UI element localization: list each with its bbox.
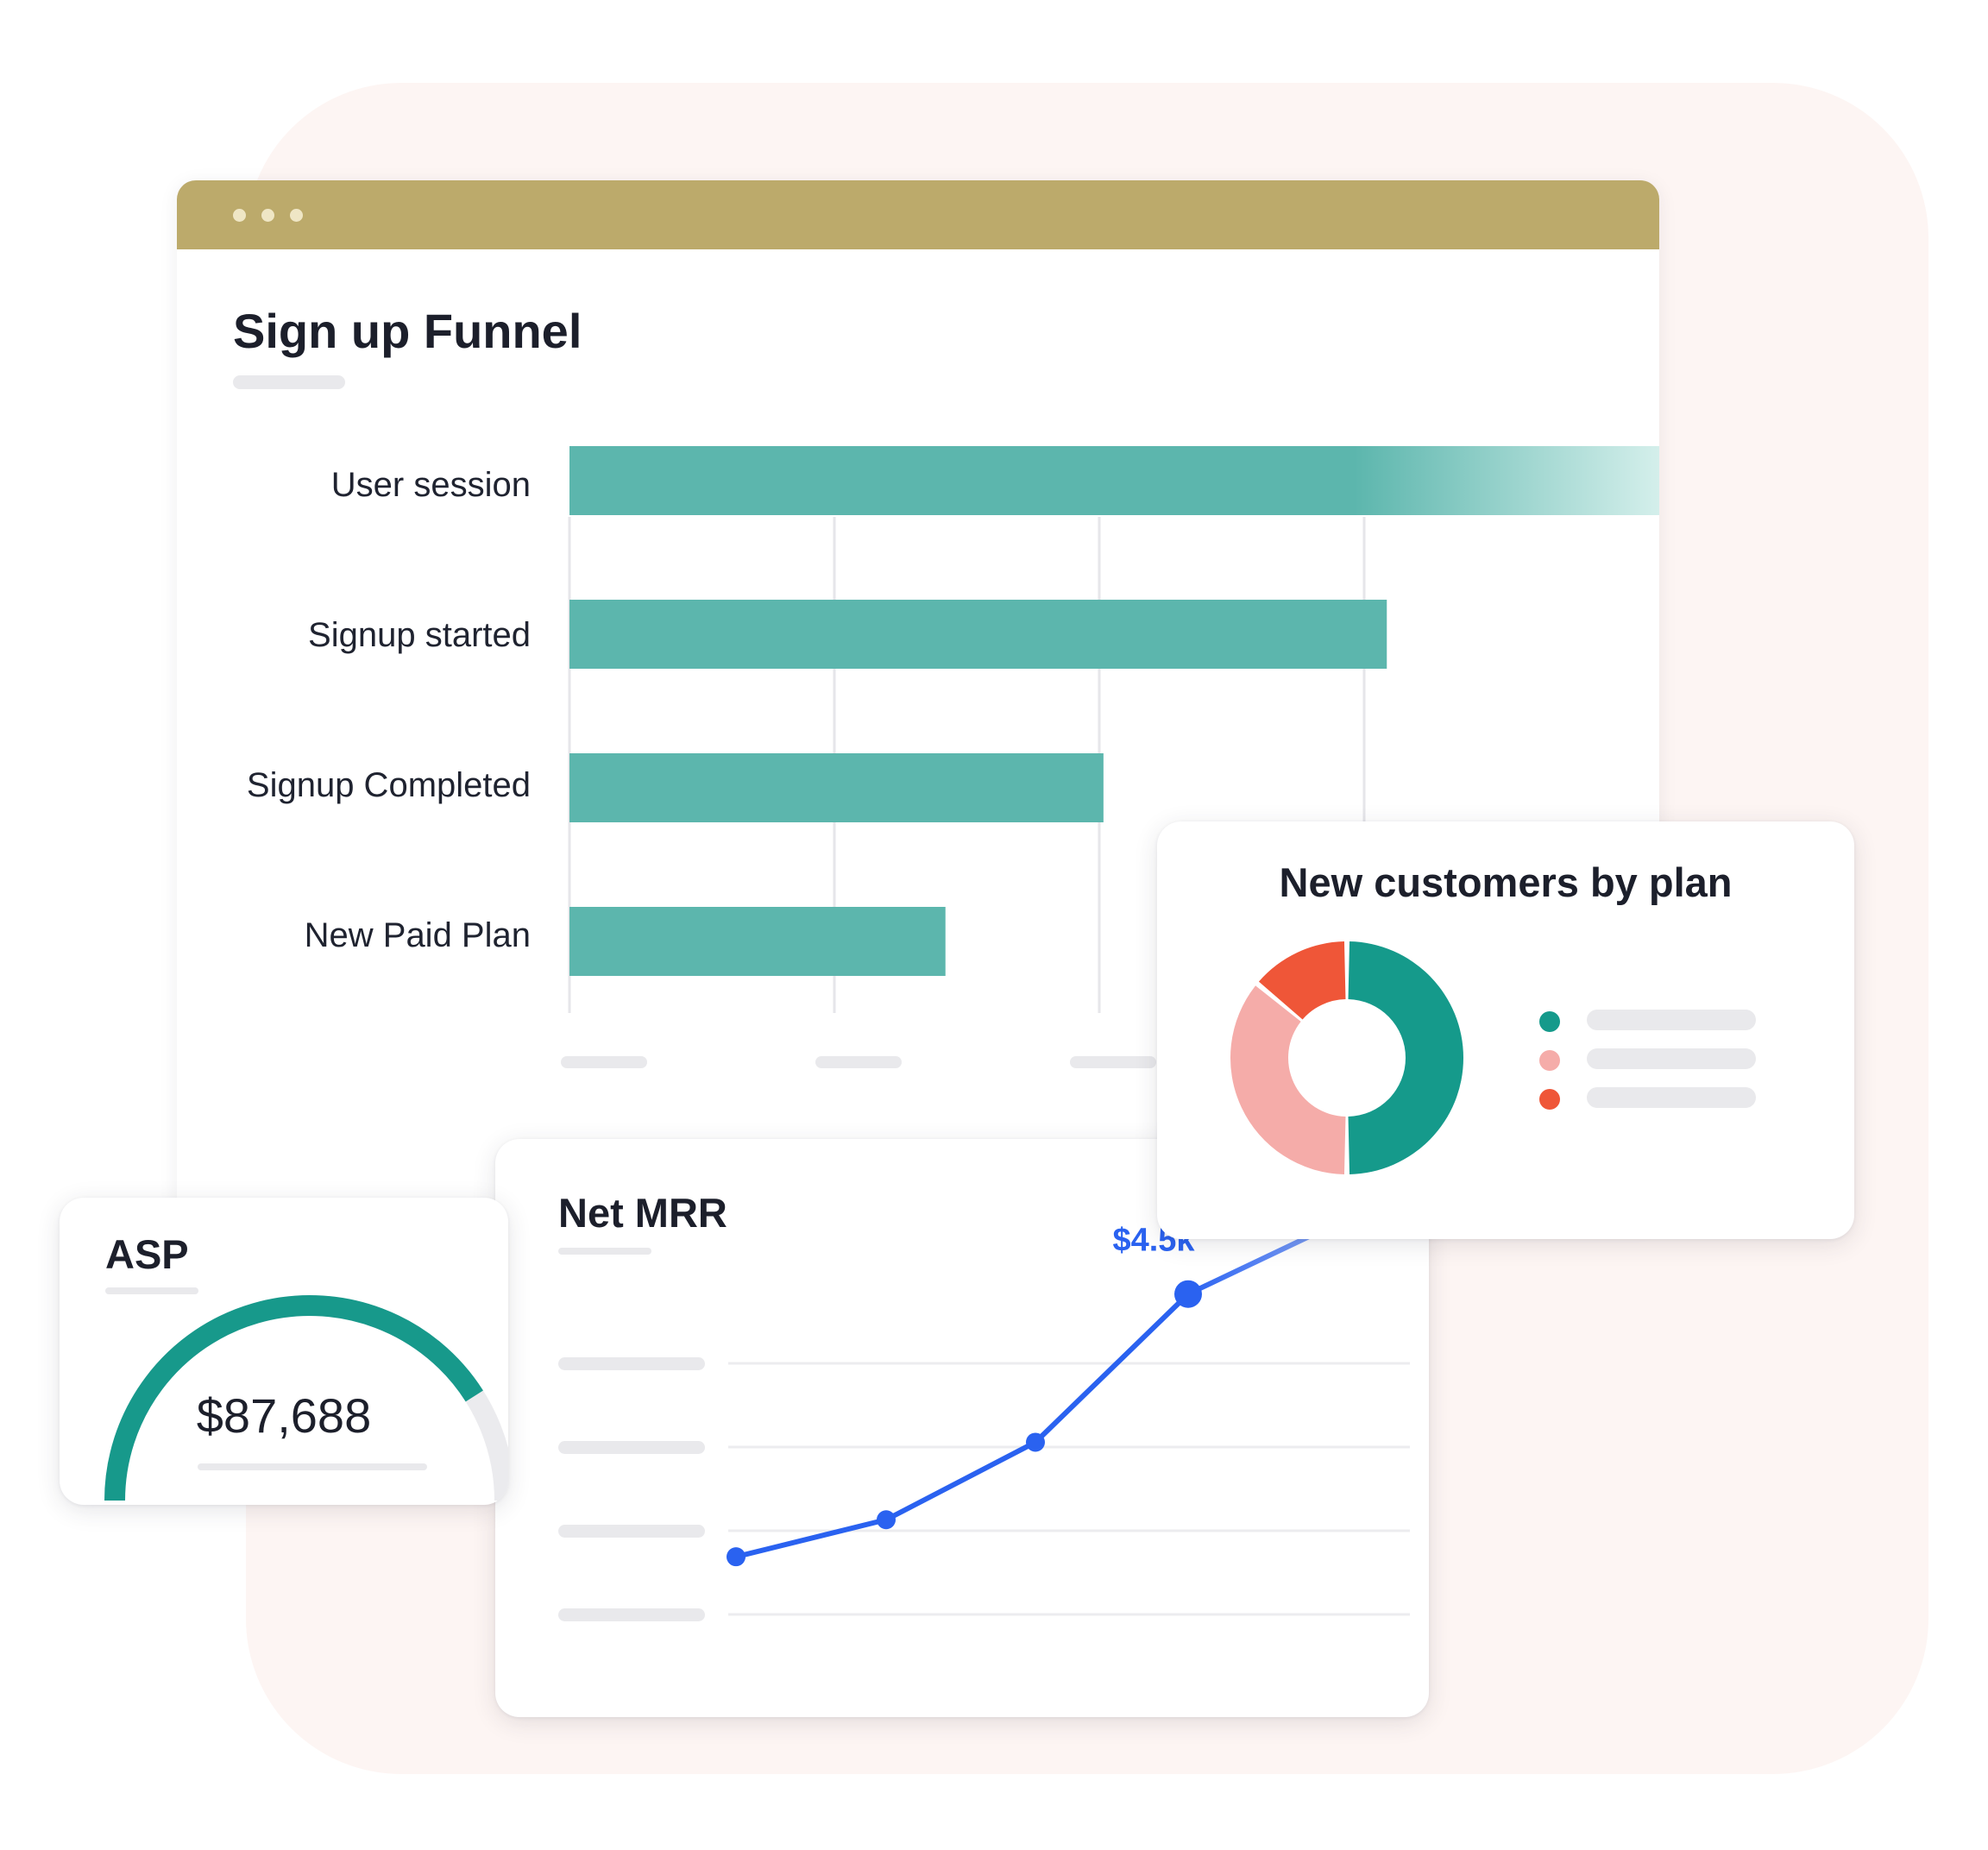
legend-dot-icon: [1539, 1089, 1560, 1110]
x-tick-placeholder: [1070, 1056, 1156, 1068]
asp-card[interactable]: ASP $87,688: [60, 1198, 508, 1505]
mrr-series-line: [735, 1292, 1191, 1560]
window-dot-icon[interactable]: [233, 209, 246, 222]
funnel-labels: User session Signup started Signup Compl…: [177, 180, 531, 1224]
funnel-bar[interactable]: [569, 753, 1104, 822]
mrr-data-point[interactable]: [1174, 1280, 1202, 1308]
y-axis-placeholder: [558, 1608, 705, 1621]
funnel-category-label: New Paid Plan: [304, 916, 531, 954]
y-axis-placeholder: [558, 1525, 705, 1538]
funnel-chart: [561, 446, 1659, 1068]
y-axis-placeholder: [558, 1357, 705, 1370]
legend-label-placeholder: [1587, 1010, 1756, 1030]
value-underline: [198, 1463, 427, 1470]
legend-label-placeholder: [1587, 1087, 1756, 1108]
window-dot-icon[interactable]: [261, 209, 274, 222]
funnel-title: Sign up Funnel: [233, 304, 582, 358]
mrr-data-point[interactable]: [727, 1547, 746, 1567]
donut-slice[interactable]: [1258, 941, 1346, 1020]
legend-dot-icon: [1539, 1050, 1560, 1071]
donut-slice[interactable]: [1230, 985, 1346, 1174]
title-underline: [105, 1287, 198, 1294]
window-dot-icon[interactable]: [290, 209, 303, 222]
mrr-data-point[interactable]: [877, 1510, 896, 1530]
funnel-category-label: Signup Completed: [246, 766, 531, 804]
customers-by-plan-title: New customers by plan: [1279, 859, 1733, 905]
title-underline: [558, 1248, 651, 1255]
customers-donut-chart: [1230, 941, 1463, 1174]
donut-slice[interactable]: [1348, 941, 1463, 1174]
customers-by-plan-card[interactable]: New customers by plan: [1157, 821, 1854, 1239]
net-mrr-title: Net MRR: [558, 1190, 727, 1236]
funnel-category-label: User session: [330, 466, 531, 504]
x-tick-placeholder: [815, 1056, 902, 1068]
funnel-bar[interactable]: [569, 446, 1659, 515]
mrr-data-point[interactable]: [1026, 1432, 1045, 1452]
funnel-window: Sign up Funnel User session Signup start…: [177, 180, 1659, 1224]
y-axis-placeholder: [558, 1441, 705, 1454]
gauge-fill: [104, 1295, 483, 1501]
legend-dot-icon: [1539, 1011, 1560, 1032]
window-titlebar: [177, 180, 1659, 249]
legend-label-placeholder: [1587, 1048, 1756, 1069]
x-tick-placeholder: [561, 1056, 647, 1068]
asp-gauge: [104, 1295, 508, 1501]
asp-title: ASP: [105, 1231, 189, 1277]
asp-value: $87,688: [196, 1388, 372, 1443]
funnel-bar[interactable]: [569, 600, 1387, 669]
title-underline: [233, 375, 345, 389]
funnel-bar[interactable]: [569, 907, 946, 976]
funnel-category-label: Signup started: [308, 616, 531, 654]
